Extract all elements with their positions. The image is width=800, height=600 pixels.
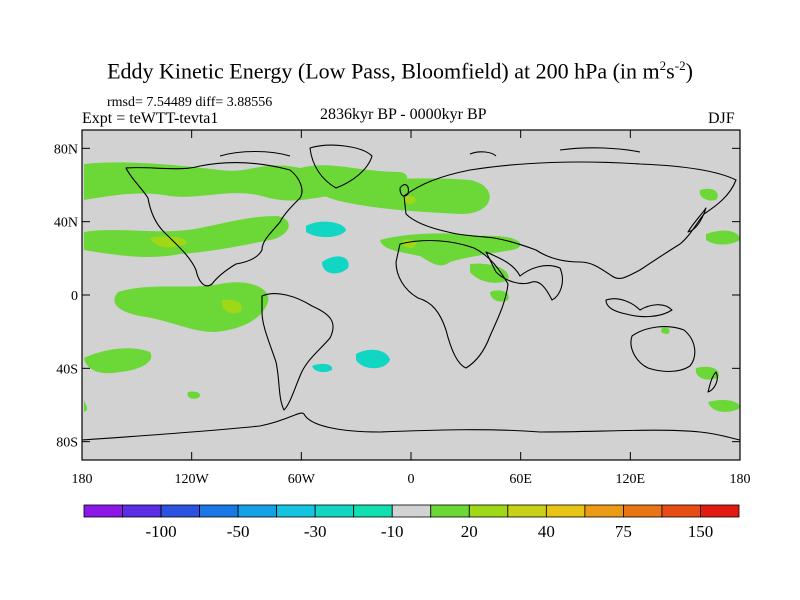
colorbar-swatch: [623, 504, 663, 518]
coastline-japan: [687, 207, 707, 233]
core-east-pacific: [221, 299, 242, 314]
anomaly-west-pacific: [706, 230, 740, 245]
colorbar-swatch: [199, 504, 239, 518]
title-text: Eddy Kinetic Energy (Low Pass, Bloomfiel…: [107, 58, 660, 84]
anomaly-south-pacific: [84, 348, 152, 374]
lon-tick-label: 180: [730, 472, 751, 487]
anomaly-southern-ocean-east: [708, 400, 740, 412]
colorbar-swatch: [584, 504, 624, 518]
coastline-southeast-asia: [605, 298, 673, 318]
colorbar-label: 150: [688, 522, 714, 541]
core-north-atlantic: [402, 195, 416, 204]
experiment-label: Expt = teWTT-tevta1: [82, 110, 219, 127]
anomaly-east-africa: [490, 290, 509, 302]
lat-tick-label: 0: [71, 289, 78, 304]
lon-tick-label: 0: [408, 472, 415, 487]
negative-south-atlantic: [356, 349, 390, 369]
coastline-eurasia: [403, 161, 737, 279]
tick-marks: [81, 130, 741, 460]
title-close-paren: ): [685, 58, 693, 84]
colorbar-label: -30: [304, 522, 327, 541]
colorbar-label: 40: [538, 522, 555, 541]
coastline-antarctica: [81, 412, 741, 441]
anomaly-east-pacific: [114, 282, 269, 332]
lat-tick-label: 40N: [54, 216, 78, 231]
negative-tropical-atlantic: [322, 256, 349, 274]
colorbar-swatch: [545, 504, 586, 518]
colorbar-swatch: [160, 504, 200, 518]
coastline-arctic-islands: [219, 147, 641, 157]
title-unit-s: s: [666, 58, 675, 84]
colorbar-labels: -100 -50 -30 -10 20 40 75 150: [145, 522, 713, 541]
colorbar-swatch: [314, 504, 355, 518]
anomaly-australia: [661, 327, 670, 334]
title-exponent-2: -2: [674, 58, 686, 73]
coastline-north-america: [125, 161, 303, 287]
lon-tick-label: 60E: [509, 472, 532, 487]
colorbar-swatch: [507, 504, 547, 518]
colorbar-swatch: [700, 504, 740, 518]
positive-anomaly-regions: [84, 162, 740, 412]
anomaly-north-pacific-band: [84, 216, 289, 257]
coastline-uk: [399, 184, 409, 197]
colorbar-label: -50: [227, 522, 250, 541]
coastline-greenland: [309, 144, 373, 189]
lon-tick-label: 180: [72, 472, 93, 487]
colorbar-label: -100: [145, 522, 176, 541]
coastline-arabia-india: [485, 251, 563, 301]
colorbar-swatch: [353, 504, 393, 518]
map-title: Eddy Kinetic Energy (Low Pass, Bloomfiel…: [0, 58, 800, 84]
lat-tick-label: 80N: [54, 142, 78, 157]
anomaly-south-atlantic-small: [187, 391, 201, 399]
colorbar-swatch: [661, 504, 701, 518]
anomaly-northwest-pacific: [699, 188, 718, 201]
colorbar-label: -10: [381, 522, 404, 541]
lon-tick-label: 60W: [288, 472, 316, 487]
season-label: DJF: [708, 110, 735, 127]
colorbar-swatch: [430, 504, 470, 518]
colorbar-label: 75: [615, 522, 632, 541]
colorbar: [83, 504, 740, 518]
coastline-australia: [630, 326, 696, 373]
title-exponent-1: 2: [659, 58, 667, 73]
coastlines: [81, 144, 741, 441]
stats-label: rmsd= 7.54489 diff= 3.88556: [107, 95, 273, 110]
colorbar-swatch: [468, 504, 509, 518]
lat-tick-label: 40S: [56, 362, 78, 377]
lat-tick-label: 80S: [56, 436, 78, 451]
colorbar-swatch: [276, 504, 316, 518]
negative-south-america: [312, 363, 333, 373]
coastline-africa: [395, 240, 509, 369]
coastline-south-america: [261, 293, 334, 411]
tick-labels: 80N 40N 0 40S 80S 180 120W 60W 0 60E 120E 180: [54, 142, 751, 487]
negative-anomaly-regions: [306, 221, 390, 373]
lon-tick-label: 120E: [616, 472, 646, 487]
colorbar-swatch: [237, 504, 278, 518]
colorbar-swatch: [122, 504, 162, 518]
colorbar-swatch: [83, 504, 123, 518]
anomaly-southeast-pacific: [84, 400, 88, 412]
period-label: 2836kyr BP - 0000kyr BP: [320, 106, 487, 123]
colorbar-label: 20: [461, 522, 478, 541]
anomaly-arabia: [470, 263, 509, 283]
negative-north-atlantic: [306, 221, 346, 238]
colorbar-swatch: [391, 504, 432, 518]
coastline-new-zealand: [707, 371, 718, 393]
lon-tick-label: 120W: [175, 472, 210, 487]
